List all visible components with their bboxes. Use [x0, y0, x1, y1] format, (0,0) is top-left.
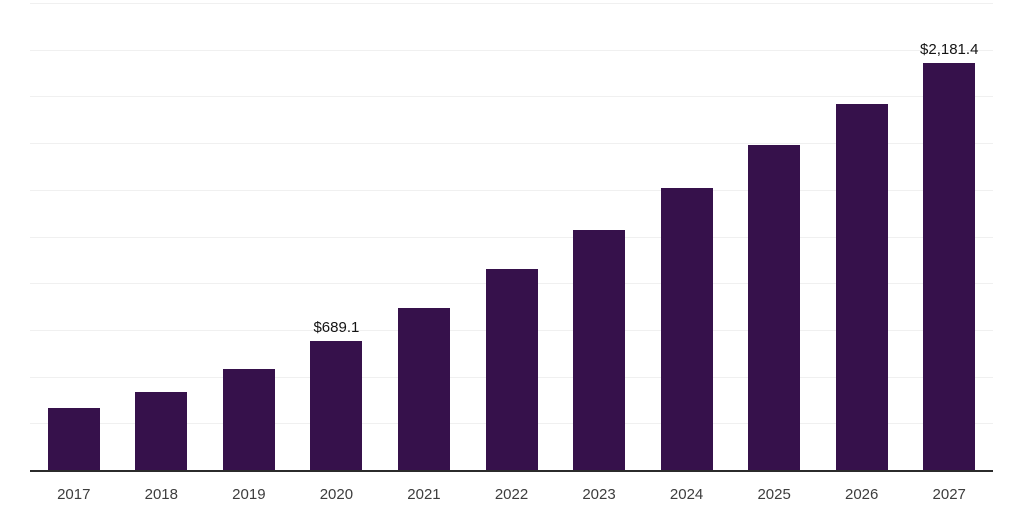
x-tick-label-2020: 2020 [319, 486, 354, 503]
bar-2026 [835, 103, 888, 470]
bar-2019 [222, 369, 275, 470]
gridline [30, 96, 993, 98]
bar-2020 [310, 341, 363, 470]
x-tick-label-2021: 2021 [407, 486, 441, 503]
bar-2025 [748, 144, 801, 470]
bar-2023 [573, 229, 626, 470]
x-tick-label-2027: 2027 [932, 486, 966, 503]
gridline [30, 3, 993, 4]
data-label-2020: $689.1 [313, 319, 360, 337]
x-tick-label-2019: 2019 [232, 486, 266, 503]
x-tick-label-2017: 2017 [57, 486, 91, 503]
bar-2017 [47, 408, 100, 470]
gridline [30, 236, 993, 238]
data-label-2027: $2,181.4 [920, 40, 979, 58]
x-tick-label-2024: 2024 [669, 486, 704, 503]
gridline [30, 143, 993, 145]
plot-area: $689.1 $2,181.4 [30, 0, 993, 472]
x-tick-label-2026: 2026 [844, 486, 879, 503]
gridline [30, 49, 993, 51]
x-tick-label-2023: 2023 [582, 486, 616, 503]
bar-2021 [397, 308, 450, 470]
x-tick-label-2018: 2018 [144, 486, 178, 503]
x-tick-label-2025: 2025 [757, 486, 791, 503]
bar-2027 [923, 62, 976, 470]
bar-2022 [485, 269, 538, 470]
x-axis-line [30, 470, 993, 472]
gridline [30, 189, 993, 191]
bar-2024 [660, 187, 713, 470]
x-tick-label-2022: 2022 [494, 486, 529, 503]
bar-2018 [135, 392, 188, 470]
